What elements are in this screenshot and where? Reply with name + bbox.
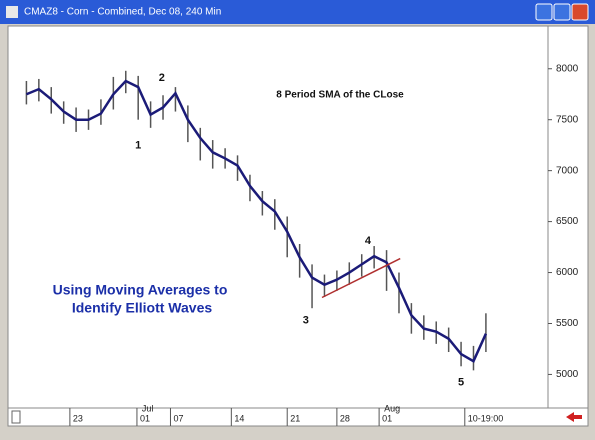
close-button[interactable] — [571, 3, 589, 21]
x-tick-label: 07 — [173, 413, 183, 423]
scrollbar[interactable] — [7, 407, 589, 427]
y-tick-label: 8000 — [556, 63, 579, 74]
x-tick-label: 21 — [290, 413, 300, 423]
headline: Using Moving Averages to — [53, 282, 228, 298]
wave-label: 5 — [458, 376, 464, 388]
x-tick-label: 01 — [140, 413, 150, 423]
x-tick-label: 23 — [73, 413, 83, 423]
x-tick-label: 28 — [340, 413, 350, 423]
y-tick-label: 6000 — [556, 267, 579, 278]
annotation: 8 Period SMA of the CLose — [276, 90, 404, 101]
y-tick-label: 5000 — [556, 369, 579, 380]
y-tick-label: 7500 — [556, 114, 579, 125]
sma-line — [25, 79, 488, 363]
plot-area — [7, 25, 589, 409]
x-tick-label: 01 — [382, 413, 392, 423]
window-title: CMAZ8 - Corn - Combined, Dec 08, 240 Min — [24, 7, 221, 18]
wave-label: 4 — [365, 235, 372, 247]
y-tick-label: 7000 — [556, 165, 579, 176]
scroll-arrow[interactable] — [566, 412, 582, 422]
app-icon — [6, 6, 18, 18]
month-label: Aug — [384, 403, 400, 413]
scroll-thumb[interactable] — [11, 410, 21, 424]
x-tick-label: 14 — [234, 413, 244, 423]
y-tick-label: 6500 — [556, 216, 579, 227]
wave-label: 2 — [159, 72, 165, 84]
x-tick-label: 10-19:00 — [468, 413, 504, 423]
y-tick-label: 5500 — [556, 318, 579, 329]
headline: Identify Elliott Waves — [72, 300, 212, 316]
minimize-button[interactable] — [535, 3, 553, 21]
month-label: Jul — [142, 403, 154, 413]
maximize-button[interactable] — [553, 3, 571, 21]
title-bar — [0, 0, 595, 24]
wave-label: 1 — [135, 140, 141, 152]
wave-label: 3 — [303, 314, 309, 326]
trendline — [321, 257, 401, 299]
